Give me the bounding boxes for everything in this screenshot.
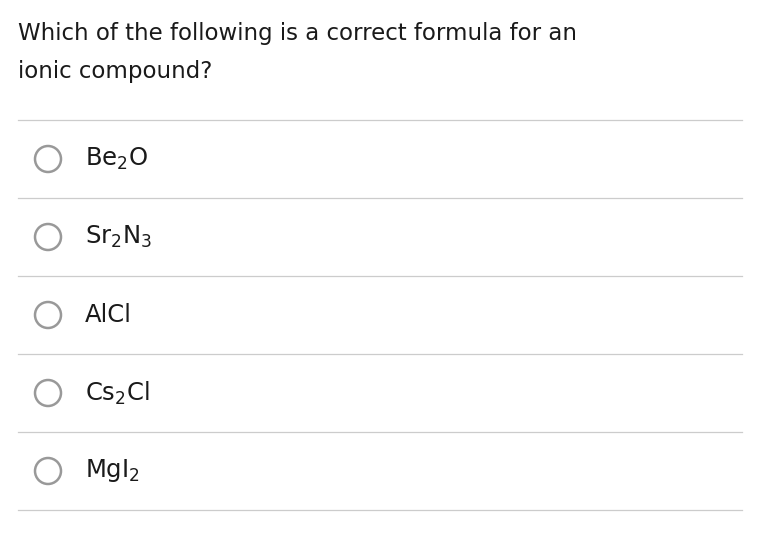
Text: Which of the following is a correct formula for an: Which of the following is a correct form… bbox=[18, 22, 577, 45]
Text: ionic compound?: ionic compound? bbox=[18, 60, 212, 83]
Text: Be$_2$O: Be$_2$O bbox=[85, 146, 148, 172]
Text: AlCl: AlCl bbox=[85, 303, 132, 327]
Text: Sr$_2$N$_3$: Sr$_2$N$_3$ bbox=[85, 224, 152, 250]
Text: Cs$_2$Cl: Cs$_2$Cl bbox=[85, 379, 150, 407]
Text: MgI$_2$: MgI$_2$ bbox=[85, 458, 140, 484]
